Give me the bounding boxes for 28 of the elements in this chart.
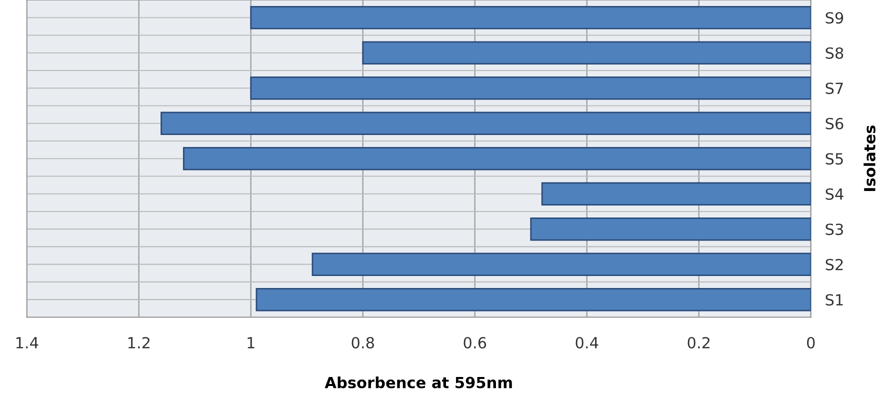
y-tick-label: S9: [826, 12, 844, 24]
bar: [182, 147, 811, 170]
x-tick-label: 0.6: [464, 336, 486, 349]
x-tick-label: 1.4: [16, 337, 38, 348]
bar: [541, 182, 811, 206]
bar: [250, 6, 811, 30]
x-tick-label: 0.8: [352, 336, 374, 349]
x-tick-label: 1.2: [128, 336, 150, 348]
y-axis-title: Isolates: [864, 126, 876, 192]
y-tick-label: S6: [826, 118, 844, 130]
x-tick-label: 0: [807, 336, 815, 349]
y-tick-label: S7: [826, 82, 843, 94]
x-axis-title: Absorbence at 595nm: [324, 376, 512, 388]
y-tick-label: S4: [826, 188, 844, 200]
y-tick-label: S1: [826, 294, 843, 306]
bar: [160, 112, 811, 135]
x-tick-label: 1: [248, 337, 254, 348]
y-tick-label: S2: [826, 258, 843, 270]
x-tick-label: 0.2: [688, 336, 710, 349]
bar: [312, 252, 811, 276]
y-tick-label: S3: [826, 224, 843, 236]
y-tick-label: S8: [826, 47, 844, 59]
bar: [530, 217, 811, 241]
x-tick-label: 0.4: [576, 336, 598, 349]
y-tick-label: S5: [826, 153, 843, 165]
bar: [250, 76, 811, 100]
bar: [256, 288, 811, 312]
bar: [362, 41, 811, 64]
